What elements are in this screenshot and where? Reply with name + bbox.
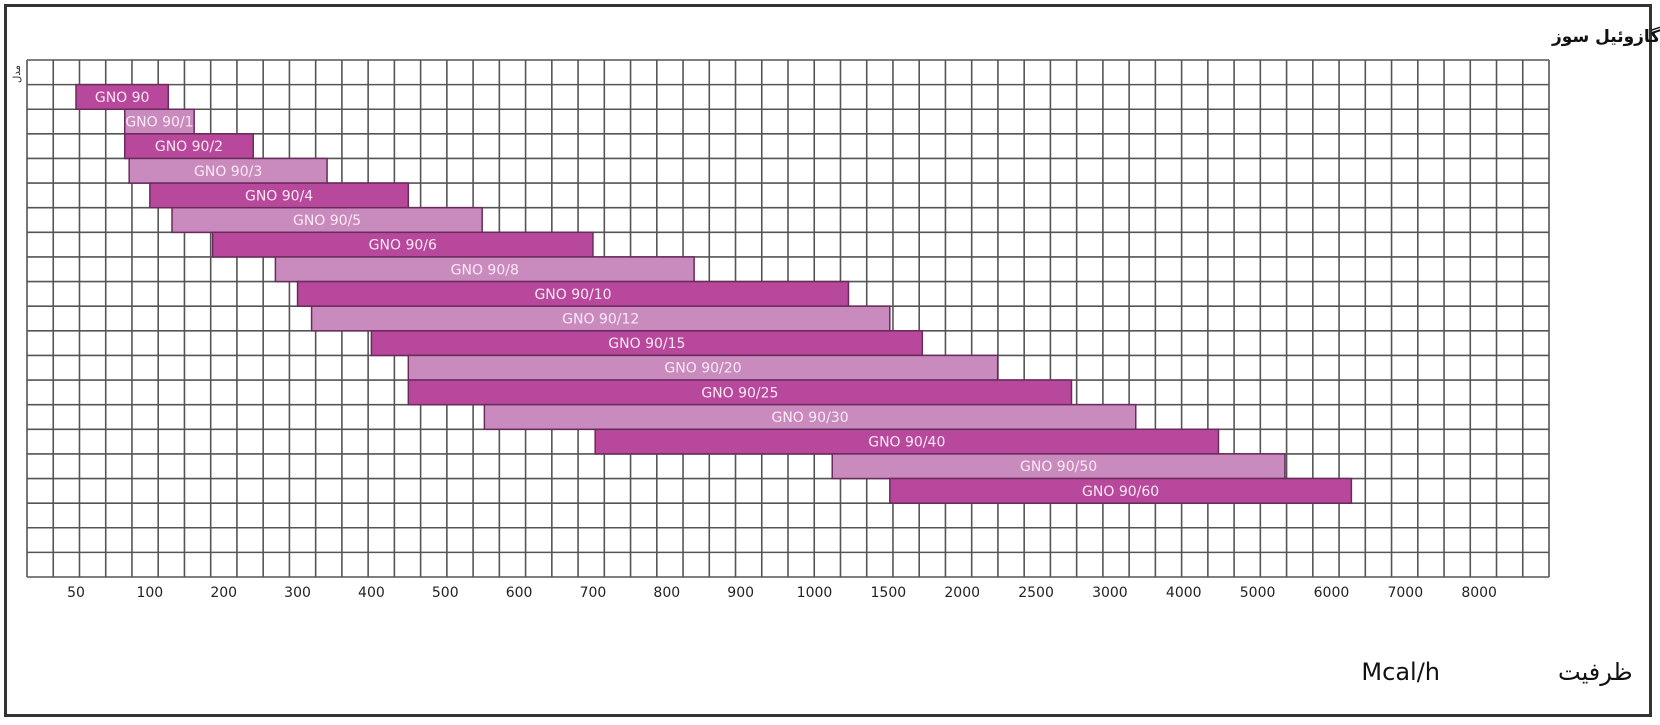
x-tick-label: 1500: [871, 585, 907, 601]
bar-gno-90-20: [407, 354, 999, 381]
bar-label: GNO 90/8: [451, 262, 519, 278]
x-tick-label: 100: [136, 585, 163, 601]
bar-gno-90-60: [889, 477, 1353, 504]
bar-label: GNO 90/6: [369, 238, 437, 254]
bar-label: GNO 90/1: [125, 115, 193, 131]
x-axis-unit: Mcal/h: [1361, 658, 1440, 686]
x-tick-label: 50: [67, 585, 85, 601]
bar-label: GNO 90/4: [245, 188, 313, 204]
bar-label: GNO 90: [95, 90, 150, 106]
bar-gno-90-15: [370, 330, 924, 357]
x-tick-label: 600: [506, 585, 533, 601]
x-tick-label: 3000: [1092, 585, 1128, 601]
x-tick-label: 5000: [1240, 585, 1276, 601]
bar-label: GNO 90/3: [194, 164, 262, 180]
x-tick-label: 2000: [944, 585, 980, 601]
x-tick-label: 200: [210, 585, 237, 601]
bar-gno-90-30: [483, 403, 1137, 431]
x-tick-label: 800: [653, 585, 680, 601]
x-tick-label: 1000: [797, 585, 833, 601]
x-tick-label: 2500: [1018, 585, 1054, 601]
bar-gno-90-6: [211, 231, 594, 258]
chart-frame: [4, 4, 1652, 717]
x-tick-label: 8000: [1461, 585, 1497, 601]
bar-gno-90-2: [123, 133, 254, 160]
x-axis-label: ظرفیت: [1558, 658, 1633, 686]
bar-gno-90-1: [123, 108, 195, 135]
y-axis-label: مدل: [12, 65, 23, 83]
x-tick-label: 300: [284, 585, 311, 601]
bar-label: GNO 90/15: [608, 336, 685, 352]
x-tick-label: 7000: [1387, 585, 1423, 601]
bar-label: GNO 90/5: [293, 213, 361, 229]
bar-label: GNO 90/20: [664, 361, 741, 377]
bar-label: GNO 90/60: [1082, 484, 1159, 500]
x-tick-label: 900: [727, 585, 754, 601]
chart-title: مشعل های گازوئیل سوز: [1551, 26, 1660, 47]
x-tick-label: 400: [358, 585, 385, 601]
x-tick-label: 6000: [1314, 585, 1350, 601]
x-tick-labels: 50 100 200 300 400 500 600 700 800 900 1000 1500 200…: [67, 585, 1497, 601]
x-tick-label: 4000: [1166, 585, 1202, 601]
bar-label: GNO 90/12: [562, 312, 639, 328]
bar-label: GNO 90/40: [868, 435, 945, 451]
bar-gno-90-8: [274, 256, 695, 283]
bar-label: GNO 90/30: [771, 410, 848, 426]
bar-gno-90-12: [310, 305, 891, 332]
bars: GNO 90 GNO 90/1 GNO 90/2 GNO 90/3 GNO 90/4 GN…: [75, 83, 1353, 504]
x-tick-label: 500: [432, 585, 459, 601]
bar-label: GNO 90/10: [534, 287, 611, 303]
bar-label: GNO 90/50: [1020, 459, 1097, 475]
bar-gno-90-3: [128, 157, 328, 184]
bar-label: GNO 90/2: [155, 139, 223, 155]
x-tick-label: 700: [580, 585, 607, 601]
bar-gno-90: [75, 83, 170, 110]
bar-gno-90-4: [149, 182, 410, 209]
bar-label: GNO 90/25: [701, 385, 778, 401]
